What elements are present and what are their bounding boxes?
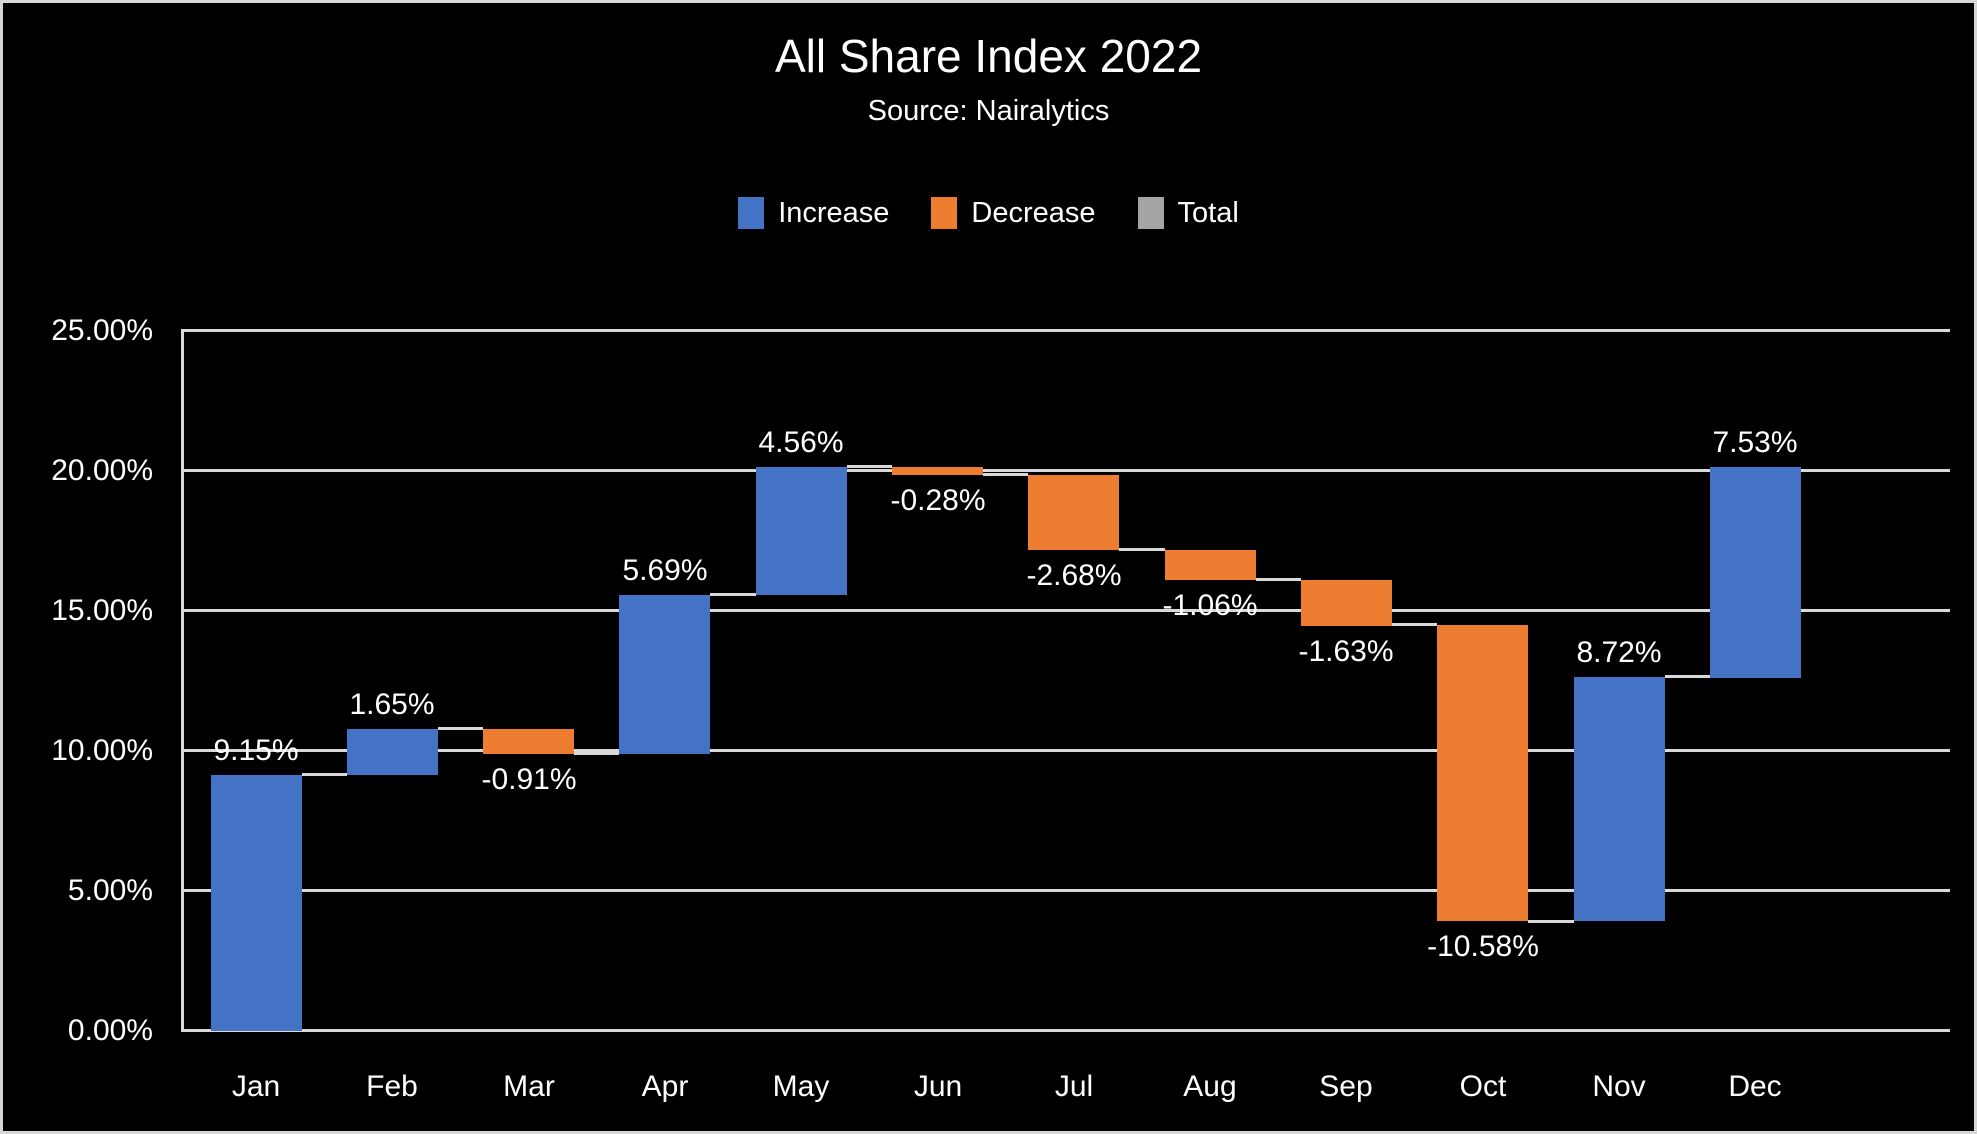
gridline — [183, 749, 1950, 752]
connector — [1392, 623, 1437, 626]
legend-swatch-decrease — [931, 197, 958, 229]
gridline — [183, 329, 1950, 332]
y-axis-label: 25.00% — [51, 314, 153, 347]
chart-subtitle: Source: Nairalytics — [867, 95, 1110, 127]
connector — [710, 593, 756, 596]
legend-swatch-total — [1137, 197, 1164, 229]
x-axis-label-jun: Jun — [913, 1070, 963, 1103]
bar-label-jun: -0.28% — [890, 484, 986, 517]
bar-oct — [1437, 625, 1528, 921]
bar-mar — [483, 729, 574, 754]
x-axis-label-jul: Jul — [1054, 1070, 1094, 1103]
bar-jul — [1028, 475, 1119, 550]
legend-label: Decrease — [971, 196, 1096, 229]
legend-swatch-increase — [738, 197, 765, 229]
x-axis-label-dec: Dec — [1728, 1070, 1782, 1103]
bar-label-nov: 8.72% — [1576, 636, 1662, 669]
bar-may — [756, 467, 847, 595]
bar-label-sep: -1.63% — [1298, 635, 1394, 668]
x-axis-label-mar: Mar — [503, 1070, 555, 1103]
bar-jun — [892, 467, 983, 475]
connector — [983, 473, 1028, 476]
bar-label-dec: 7.53% — [1712, 426, 1798, 459]
y-axis-label: 20.00% — [51, 454, 153, 487]
connector — [1665, 675, 1710, 678]
bar-apr — [619, 595, 710, 754]
y-axis-line — [181, 329, 184, 1032]
legend: Increase Decrease Total — [3, 191, 1974, 235]
legend-label: Total — [1177, 196, 1239, 229]
connector — [302, 773, 347, 776]
x-axis-label-feb: Feb — [366, 1070, 418, 1103]
bar-label-jul: -2.68% — [1026, 559, 1122, 592]
x-axis-label-sep: Sep — [1319, 1070, 1373, 1103]
gridline — [183, 1029, 1950, 1032]
bar-jan — [211, 775, 302, 1031]
legend-item-increase: Increase — [738, 197, 889, 230]
bar-label-feb: 1.65% — [349, 688, 435, 721]
plot-area: 9.15% 1.65% -0.91% 5.69% 4.56% -0.28% -2.68% -1… — [181, 329, 1950, 1032]
y-axis-label: 5.00% — [67, 874, 153, 907]
y-axis-label: 10.00% — [51, 734, 153, 767]
gridline — [183, 609, 1950, 612]
legend-item-total: Total — [1137, 196, 1239, 230]
bar-nov — [1574, 677, 1665, 921]
x-axis-label-apr: Apr — [641, 1070, 689, 1103]
x-axis-label-jan: Jan — [231, 1070, 281, 1103]
y-axis-label: 15.00% — [51, 594, 153, 627]
bar-sep — [1301, 580, 1392, 626]
legend-label: Increase — [778, 196, 890, 229]
legend-item-decrease: Decrease — [931, 196, 1096, 230]
x-axis-label-aug: Aug — [1183, 1070, 1237, 1103]
bar-label-jan: 9.15% — [213, 734, 299, 767]
connector — [1528, 920, 1574, 923]
bar-label-may: 4.56% — [758, 426, 844, 459]
connector — [1119, 548, 1165, 551]
bar-label-aug: -1.06% — [1162, 589, 1258, 622]
bar-feb — [347, 729, 438, 775]
connector — [847, 465, 892, 468]
y-axis-label: 0.00% — [67, 1014, 153, 1047]
bar-label-apr: 5.69% — [622, 554, 708, 587]
chart-title: All Share Index 2022 — [774, 30, 1203, 82]
connector — [1256, 578, 1301, 581]
gridline — [183, 469, 1950, 472]
connector — [574, 752, 619, 755]
bar-aug — [1165, 550, 1256, 580]
bar-label-mar: -0.91% — [481, 763, 577, 796]
bar-dec — [1710, 467, 1801, 678]
x-axis-label-nov: Nov — [1592, 1070, 1646, 1103]
bar-label-oct: -10.58% — [1427, 930, 1539, 963]
x-axis-label-oct: Oct — [1459, 1070, 1507, 1103]
connector — [438, 727, 483, 730]
gridline — [183, 889, 1950, 892]
x-axis-label-may: May — [772, 1070, 830, 1103]
